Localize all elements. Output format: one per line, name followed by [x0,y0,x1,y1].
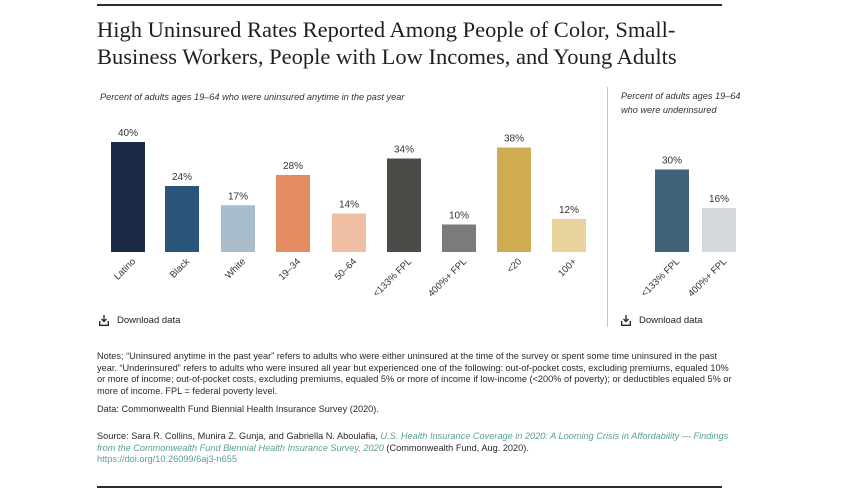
data-label-0-4: 14% [339,200,359,211]
tick-label-0-4: 50–64 [333,256,359,282]
bar-0-6 [442,224,476,252]
data-label-0-8: 12% [559,205,579,216]
bar-1-0 [655,169,689,252]
bar-0-1 [165,186,199,252]
download-data-label: Download data [639,315,703,326]
tick-label-0-3: 19–34 [277,256,303,282]
tick-label-1-0: <133% FPL [639,256,682,299]
data-label-0-5: 34% [394,145,414,156]
tick-label-1-1: 400%+ FPL [686,256,729,299]
download-data-link-right[interactable]: Download data [621,315,702,326]
source-prefix: Source: Sara R. Collins, Munira Z. Gunja… [97,431,381,441]
tick-label-0-1: Black [168,256,192,280]
panel-divider [607,87,608,327]
data-label-0-2: 17% [228,191,248,202]
data-label-0-0: 40% [118,128,138,139]
tick-label-0-5: <133% FPL [371,256,414,299]
bar-0-3 [276,175,310,252]
data-label-1-1: 16% [709,194,729,205]
notes-text: Notes; “Uninsured anytime in the past ye… [97,351,732,396]
bar-chart: 40% Latino 24% Black 17% White 28% 19–34 14% 50–6… [111,128,736,299]
bar-0-2 [221,205,255,252]
chart-right-subtitle: Percent of adults ages 19–64 who were un… [621,91,741,115]
data-label-1-0: 30% [662,156,682,167]
top-rule [97,4,722,6]
bar-1-1 [702,208,736,252]
bar-0-0 [111,142,145,252]
chart-left-subtitle: Percent of adults ages 19–64 who were un… [100,92,405,102]
tick-label-0-0: Latino [112,256,138,282]
tick-label-0-8: 100+ [556,256,579,279]
download-data-label: Download data [117,315,181,326]
bar-0-8 [552,219,586,252]
tick-label-0-2: White [223,256,248,281]
data-label-0-1: 24% [172,172,192,183]
bar-0-7 [497,147,531,252]
data-label-0-6: 10% [449,211,469,222]
page-title: High Uninsured Rates Reported Among Peop… [97,17,677,69]
source-citation: Source: Sara R. Collins, Munira Z. Gunja… [97,431,737,466]
download-icon [621,315,631,326]
data-label-0-7: 38% [504,134,524,145]
data-label-0-3: 28% [283,161,303,172]
doi-link[interactable]: https://doi.org/10.26099/6aj3-n655 [97,454,237,465]
download-data-link-left[interactable]: Download data [99,315,180,326]
source-suffix: (Commonwealth Fund, Aug. 2020). [383,442,529,453]
bar-0-4 [332,213,366,252]
tick-label-0-6: 400%+ FPL [426,256,469,299]
data-source-text: Data: Commonwealth Fund Biennial Health … [97,404,379,414]
bottom-rule [97,486,722,488]
download-icon [99,315,109,326]
bar-0-5 [387,158,421,252]
report-title-link[interactable]: U.S. Health Insurance Coverage in 2020: … [97,431,729,453]
tick-label-0-7: <20 [505,256,524,275]
